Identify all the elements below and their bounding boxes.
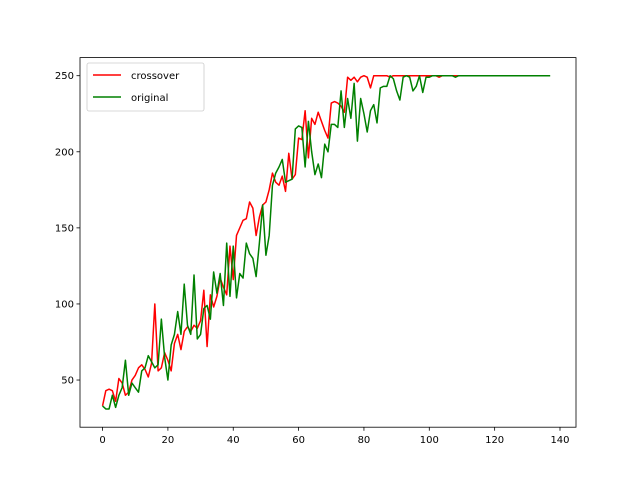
axes-frame [79, 57, 577, 428]
legend-label-original: original [131, 93, 168, 104]
x-tick-label: 0 [99, 435, 105, 446]
y-tick-label: 150 [55, 223, 74, 234]
x-tick-label: 100 [420, 435, 439, 446]
y-tick-label: 100 [55, 299, 74, 310]
x-tick-label: 20 [162, 435, 175, 446]
plot-area [101, 74, 551, 410]
legend-label-crossover: crossover [131, 71, 180, 82]
axis-ticks: 0 20 40 60 80 100 120 140 50 100 150 200 250 [55, 71, 570, 446]
x-tick-label: 80 [358, 435, 371, 446]
x-tick-label: 120 [485, 435, 504, 446]
x-tick-label: 40 [227, 435, 240, 446]
x-tick-label: 140 [550, 435, 569, 446]
y-tick-label: 50 [61, 376, 74, 387]
series-line-crossover [101, 74, 528, 407]
x-tick-label: 60 [292, 435, 305, 446]
y-tick-label: 200 [55, 147, 74, 158]
legend: crossover original [86, 62, 205, 112]
y-tick-label: 250 [55, 71, 74, 82]
series-line-original [102, 74, 551, 410]
